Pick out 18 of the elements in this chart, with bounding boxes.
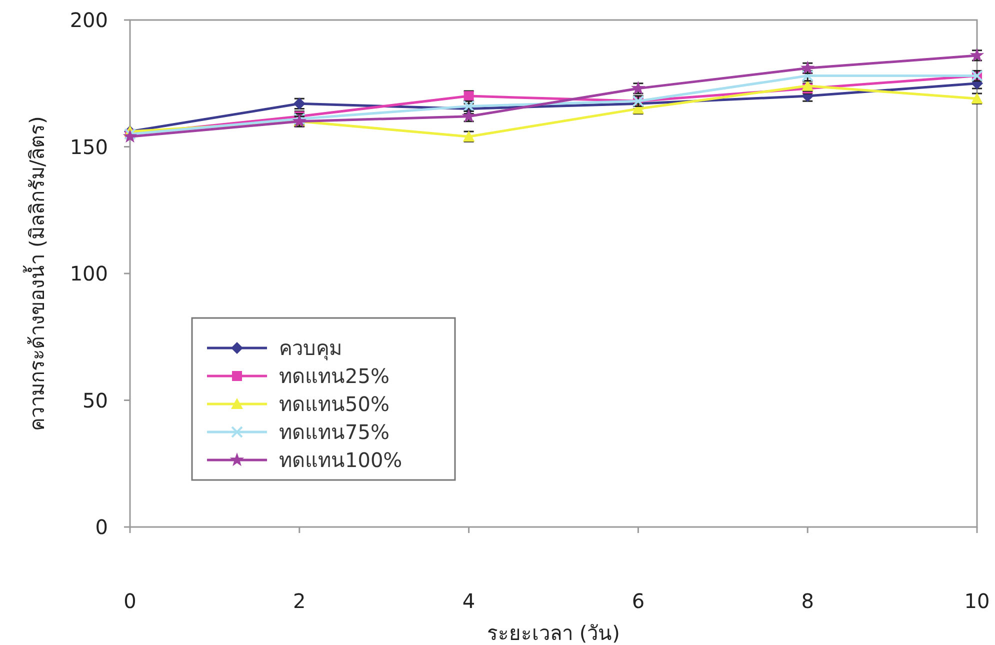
y-tick-label: 0	[95, 515, 108, 539]
y-tick-label: 150	[70, 134, 108, 159]
x-tick-label: 8	[801, 589, 814, 613]
x-tick-label: 4	[462, 589, 476, 613]
x-tick-label: 2	[293, 589, 306, 613]
legend-label: ทดแทน25%	[279, 364, 390, 388]
y-tick-label: 100	[70, 262, 108, 286]
x-axis-title: ระยะเวลา (วัน)	[487, 621, 620, 645]
legend-label: ทดแทน75%	[279, 420, 390, 444]
y-tick-label: 50	[82, 388, 108, 412]
y-axis-title: ความกระด้างของน้ำ (มิลลิกรัม/ลิตร)	[23, 116, 49, 431]
x-tick-label: 0	[124, 589, 136, 613]
legend-label: ควบคุม	[279, 336, 342, 361]
legend-label: ทดแทน100%	[279, 448, 402, 472]
y-tick-label: 200	[70, 8, 108, 32]
legend-label: ทดแทน50%	[279, 392, 390, 416]
x-tick-label: 6	[632, 589, 645, 613]
x-tick-label: 10	[964, 589, 990, 613]
